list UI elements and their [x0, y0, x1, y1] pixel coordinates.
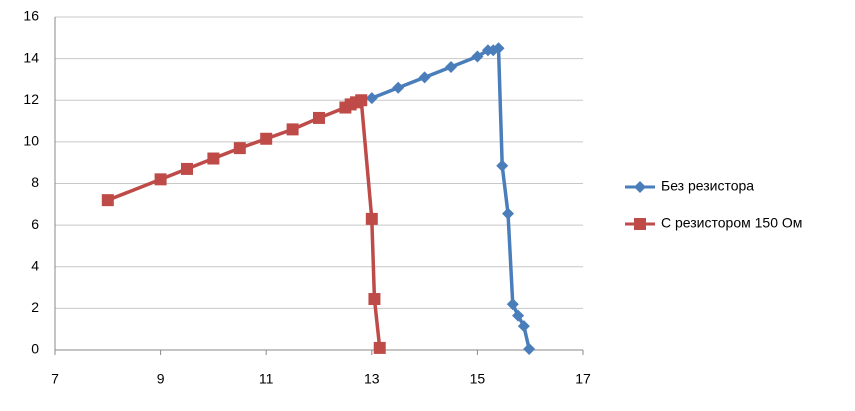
- marker: [492, 42, 505, 55]
- series-line: [371, 46, 531, 350]
- marker: [233, 142, 246, 155]
- marker: [634, 218, 646, 230]
- marker: [496, 159, 509, 172]
- y-tick-label: 10: [23, 133, 39, 149]
- series-line: [107, 98, 382, 349]
- marker: [313, 111, 325, 124]
- marker: [260, 132, 273, 145]
- marker: [286, 123, 299, 136]
- marker: [365, 92, 378, 105]
- marker: [523, 342, 536, 355]
- marker: [207, 152, 220, 165]
- y-tick-label: 8: [31, 174, 39, 190]
- y-tick-label: 14: [23, 49, 39, 65]
- marker: [373, 341, 386, 354]
- y-tick-label: 2: [31, 299, 39, 315]
- marker: [471, 50, 484, 63]
- marker: [101, 194, 114, 207]
- x-tick-label: 15: [470, 371, 486, 387]
- y-tick-label: 16: [23, 8, 39, 24]
- marker: [154, 173, 167, 186]
- y-tick-label: 0: [31, 341, 39, 357]
- x-tick-label: 17: [575, 371, 591, 387]
- legend-label: С резистором 150 Ом: [661, 215, 802, 231]
- marker: [445, 60, 457, 73]
- marker: [181, 162, 193, 175]
- marker: [506, 298, 519, 311]
- y-tick-label: 12: [23, 91, 39, 107]
- marker: [512, 309, 525, 322]
- x-tick-label: 7: [51, 371, 59, 387]
- marker: [517, 320, 530, 333]
- marker: [634, 181, 646, 193]
- y-tick-label: 4: [31, 257, 39, 273]
- x-tick-label: 9: [157, 371, 165, 387]
- marker: [355, 94, 368, 107]
- y-tick-label: 6: [31, 216, 39, 232]
- marker: [368, 293, 381, 306]
- marker: [392, 81, 405, 94]
- legend-label: Без резистора: [661, 178, 754, 194]
- x-tick-label: 13: [364, 371, 380, 387]
- x-tick-label: 11: [259, 371, 274, 387]
- marker: [365, 212, 378, 225]
- marker: [418, 71, 431, 84]
- marker: [502, 207, 515, 220]
